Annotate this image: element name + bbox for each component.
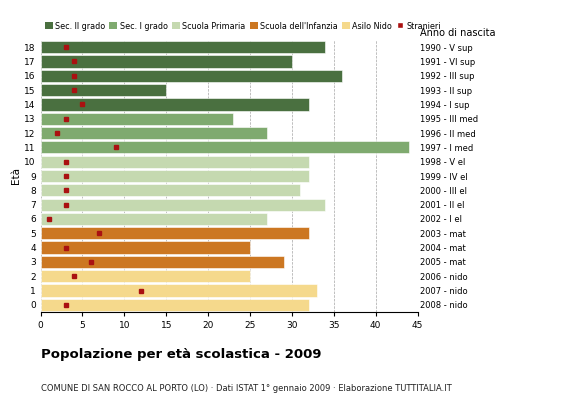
Bar <box>41 55 292 68</box>
Bar <box>41 170 309 182</box>
Bar <box>41 141 409 154</box>
Bar <box>41 156 309 168</box>
Bar <box>41 299 309 311</box>
Bar <box>41 284 317 297</box>
Bar <box>41 127 267 139</box>
Text: Anno di nascita: Anno di nascita <box>420 28 496 38</box>
Y-axis label: Età: Età <box>12 168 21 184</box>
Bar <box>41 227 309 239</box>
Bar <box>41 41 325 53</box>
Bar <box>41 242 250 254</box>
Bar <box>41 84 166 96</box>
Bar <box>41 98 309 110</box>
Bar <box>41 70 342 82</box>
Bar <box>41 256 284 268</box>
Bar <box>41 184 300 196</box>
Text: Popolazione per età scolastica - 2009: Popolazione per età scolastica - 2009 <box>41 348 321 361</box>
Bar <box>41 270 250 282</box>
Bar <box>41 198 325 211</box>
Bar <box>41 213 267 225</box>
Text: COMUNE DI SAN ROCCO AL PORTO (LO) · Dati ISTAT 1° gennaio 2009 · Elaborazione TU: COMUNE DI SAN ROCCO AL PORTO (LO) · Dati… <box>41 384 451 393</box>
Bar <box>41 113 233 125</box>
Legend: Sec. II grado, Sec. I grado, Scuola Primaria, Scuola dell'Infanzia, Asilo Nido, : Sec. II grado, Sec. I grado, Scuola Prim… <box>45 22 441 30</box>
